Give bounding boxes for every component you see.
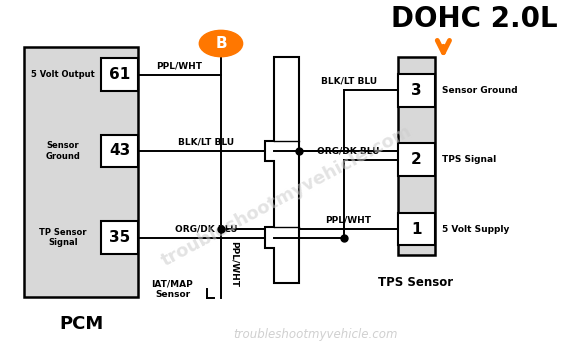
- Text: BLK/LT BLU: BLK/LT BLU: [321, 77, 376, 86]
- Text: Sensor
Ground: Sensor Ground: [45, 141, 80, 161]
- Text: ORG/DK BLU: ORG/DK BLU: [175, 224, 237, 233]
- Text: TPS Sensor: TPS Sensor: [379, 276, 454, 289]
- Text: TPS Signal: TPS Signal: [442, 155, 496, 164]
- Text: ORG/DK BLU: ORG/DK BLU: [317, 146, 380, 155]
- Text: B: B: [215, 36, 227, 51]
- Text: TP Sensor
Signal: TP Sensor Signal: [39, 228, 86, 247]
- Text: PPL/WHT: PPL/WHT: [325, 216, 372, 224]
- Text: DOHC 2.0L: DOHC 2.0L: [392, 5, 558, 33]
- Polygon shape: [265, 57, 299, 283]
- Text: 43: 43: [109, 144, 130, 159]
- Text: 2: 2: [411, 152, 422, 167]
- Text: 3: 3: [411, 83, 422, 98]
- Text: 35: 35: [109, 230, 130, 245]
- Text: BLK/LT BLU: BLK/LT BLU: [178, 138, 234, 147]
- Circle shape: [200, 30, 242, 57]
- Text: PCM: PCM: [59, 315, 103, 333]
- FancyBboxPatch shape: [398, 74, 435, 107]
- Text: PPL/WHT: PPL/WHT: [230, 241, 238, 287]
- FancyBboxPatch shape: [101, 58, 138, 91]
- Text: 5 Volt Supply: 5 Volt Supply: [442, 224, 509, 233]
- Text: troubleshootmyvehicle.com: troubleshootmyvehicle.com: [158, 122, 415, 270]
- Text: 1: 1: [411, 222, 422, 237]
- Text: PPL/WHT: PPL/WHT: [157, 61, 202, 70]
- Text: IAT/MAP
Sensor: IAT/MAP Sensor: [151, 280, 193, 299]
- FancyBboxPatch shape: [398, 212, 435, 245]
- Text: Sensor Ground: Sensor Ground: [442, 86, 517, 95]
- Text: 61: 61: [109, 67, 130, 82]
- FancyBboxPatch shape: [101, 134, 138, 167]
- FancyBboxPatch shape: [398, 143, 435, 176]
- Text: troubleshootmyvehicle.com: troubleshootmyvehicle.com: [233, 328, 397, 341]
- FancyBboxPatch shape: [24, 47, 138, 296]
- FancyBboxPatch shape: [101, 221, 138, 254]
- FancyBboxPatch shape: [398, 57, 435, 255]
- Text: 5 Volt Output: 5 Volt Output: [31, 70, 95, 79]
